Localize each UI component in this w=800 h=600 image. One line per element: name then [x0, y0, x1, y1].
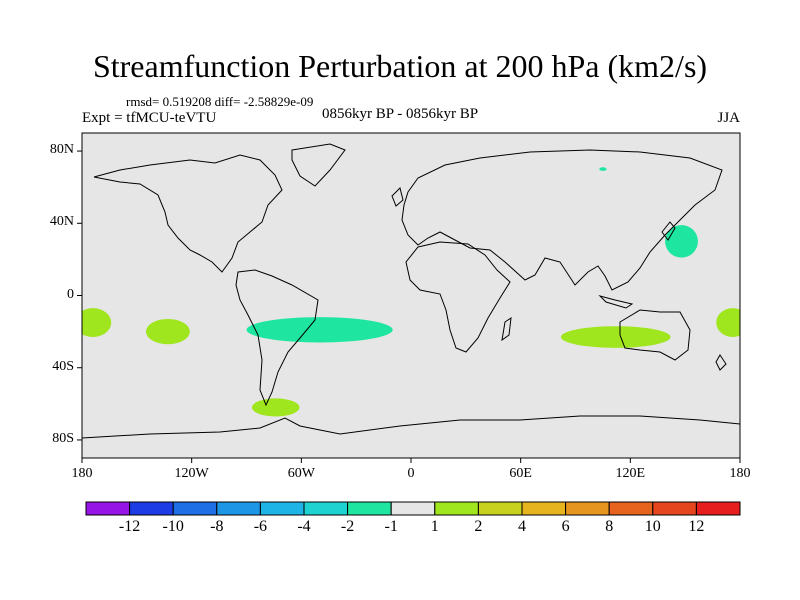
- colorbar-label: 2: [474, 518, 483, 535]
- lat-label: 0: [67, 286, 74, 302]
- coast-australia: [619, 309, 691, 361]
- anomaly-region-south-atlantic-band: [246, 317, 393, 343]
- anomaly-region-northwest-pacific: [665, 225, 698, 258]
- lon-label: 180: [71, 466, 93, 481]
- coast-eurasia: [401, 149, 723, 291]
- colorbar-swatch: [521, 501, 567, 516]
- lat-label: 40N: [49, 214, 74, 230]
- anomaly-regions: [82, 167, 740, 417]
- coast-south-america: [235, 269, 319, 407]
- colorbar-label: -6: [253, 518, 268, 535]
- colorbar-swatch: [129, 501, 174, 516]
- stats-text: rmsd= 0.519208 diff= -2.58829e-09: [126, 94, 314, 109]
- anomaly-region-east-pacific-west: [82, 308, 112, 338]
- anomaly-region-west-pacific-edge: [716, 308, 740, 338]
- colorbar-label: -8: [210, 518, 224, 535]
- lon-label: 0: [407, 466, 415, 481]
- colorbar-swatch: [347, 501, 392, 516]
- colorbar-swatch: [652, 501, 697, 516]
- colorbar-swatch: [477, 501, 523, 516]
- colorbar-label: 12: [688, 518, 705, 535]
- coast-africa: [405, 241, 511, 353]
- colorbar-swatch: [259, 501, 305, 516]
- map-background: [82, 133, 740, 458]
- coastlines: [81, 143, 741, 439]
- colorbar-label: -10: [162, 518, 184, 535]
- colorbar-swatch: [434, 501, 479, 516]
- colorbar-label: -1: [384, 518, 398, 535]
- colorbar-label: 6: [561, 518, 570, 535]
- coast-japan: [661, 221, 676, 241]
- axis-ticks: [77, 150, 741, 463]
- anomaly-region-south-indian-ocean: [560, 326, 671, 348]
- coast-indonesia: [598, 295, 634, 309]
- colorbar-label: 1: [430, 518, 439, 535]
- lon-label: 120W: [174, 466, 209, 481]
- colorbar-swatch: [216, 501, 261, 516]
- colorbar-swatch: [695, 501, 741, 516]
- colorbar-label: 8: [605, 518, 614, 535]
- colorbar-swatch: [565, 501, 610, 516]
- colorbar-swatch: [390, 501, 436, 516]
- colorbar-label: -2: [340, 518, 355, 535]
- lon-label: 120E: [615, 466, 646, 481]
- colorbar-swatch: [172, 501, 218, 516]
- colorbar-swatch: [85, 501, 131, 516]
- colorbar-label: 10: [644, 518, 661, 535]
- experiment-label: Expt = tfMCU-teVTU: [82, 110, 217, 126]
- colorbar-swatch: [608, 501, 654, 516]
- anomaly-region-arctic-spot: [599, 167, 607, 171]
- lon-label: 60W: [287, 466, 315, 481]
- coast-antarctica: [81, 415, 741, 439]
- colorbar-label: -12: [118, 518, 141, 535]
- lon-label: 60E: [509, 466, 532, 481]
- coast-greenland: [291, 143, 346, 187]
- colorbar-swatch: [303, 501, 349, 516]
- lat-label: 80S: [52, 430, 74, 446]
- colorbar-label: 4: [518, 518, 526, 535]
- lon-label: 180: [729, 466, 751, 481]
- lat-label: 80N: [49, 142, 74, 158]
- plot-title: Streamfunction Perturbation at 200 hPa (…: [92, 48, 708, 84]
- colorbar: [85, 501, 741, 516]
- coast-north-america: [93, 154, 283, 273]
- lat-label: 40S: [52, 358, 74, 374]
- anomaly-region-east-pacific: [145, 318, 190, 345]
- colorbar-label: -4: [297, 518, 311, 535]
- coast-new-zealand: [715, 354, 727, 371]
- coast-madagascar: [501, 316, 512, 342]
- anomaly-region-south-pacific-high-lat: [251, 398, 300, 417]
- season-label: JJA: [717, 110, 740, 126]
- period-label: 0856kyr BP - 0856kyr BP: [322, 106, 479, 122]
- coast-british-isles: [391, 187, 404, 207]
